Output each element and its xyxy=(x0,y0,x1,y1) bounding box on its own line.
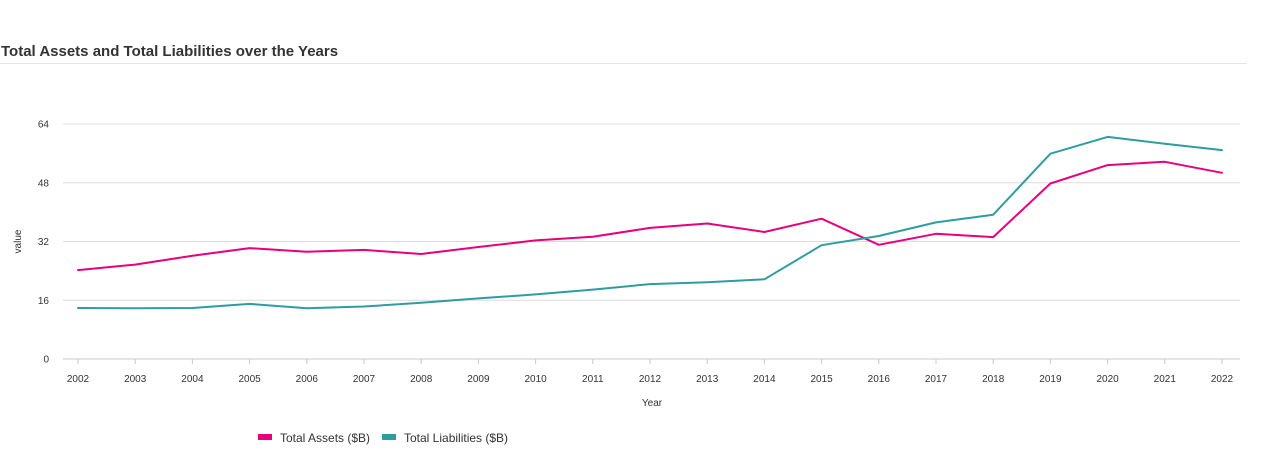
x-tick-label: 2019 xyxy=(1039,374,1062,385)
legend-item-total-liabilities[interactable]: Total Liabilities ($B) xyxy=(382,431,508,445)
x-tick-label: 2021 xyxy=(1154,374,1177,385)
x-tick-label: 2022 xyxy=(1211,374,1234,385)
x-tick-label: 2002 xyxy=(67,374,90,385)
y-tick-label: 16 xyxy=(38,296,50,307)
x-tick-label: 2003 xyxy=(124,374,147,385)
x-tick-label: 2005 xyxy=(238,374,261,385)
legend-swatch xyxy=(258,434,272,440)
series-line-total-liabilities xyxy=(77,135,1223,310)
grid-lines xyxy=(63,123,1240,360)
x-tick-label: 2017 xyxy=(925,374,948,385)
x-tick-label: 2018 xyxy=(982,374,1005,385)
x-tick-label: 2013 xyxy=(696,374,719,385)
legend[interactable]: Total Assets ($B) Total Liabilities ($B) xyxy=(258,431,508,445)
x-tick-label: 2008 xyxy=(410,374,433,385)
y-tick-label: 48 xyxy=(38,178,50,189)
x-axis-title: Year xyxy=(642,398,663,409)
legend-label: Total Assets ($B) xyxy=(280,431,370,445)
x-tick-label: 2006 xyxy=(296,374,319,385)
legend-item-total-assets[interactable]: Total Assets ($B) xyxy=(258,431,370,445)
legend-label: Total Liabilities ($B) xyxy=(404,431,508,445)
x-tick-label: 2020 xyxy=(1096,374,1119,385)
x-tick-label: 2004 xyxy=(181,374,204,385)
chart-header: Total Assets and Total Liabilities over … xyxy=(0,36,1247,64)
axes: 0 16 32 48 64 2002 2003 2004 2005 2006 2007 2008 200… xyxy=(13,120,1234,410)
y-tick-label: 64 xyxy=(38,120,50,131)
legend-swatch xyxy=(382,434,396,440)
y-tick-label: 32 xyxy=(38,237,50,248)
chart-title: Total Assets and Total Liabilities over … xyxy=(1,43,339,60)
series-line-total-assets xyxy=(77,160,1223,272)
x-tick-label: 2015 xyxy=(810,374,833,385)
x-tick-label: 2014 xyxy=(753,374,776,385)
x-tick-label: 2007 xyxy=(353,374,376,385)
x-tick-label: 2012 xyxy=(639,374,662,385)
y-tick-label: 0 xyxy=(43,355,49,366)
x-tick-label: 2010 xyxy=(524,374,547,385)
x-tick-label: 2016 xyxy=(868,374,891,385)
x-tick-label: 2011 xyxy=(582,374,604,385)
series-lines xyxy=(77,135,1223,310)
x-tick-label: 2009 xyxy=(467,374,490,385)
y-axis-title: value xyxy=(13,229,24,253)
